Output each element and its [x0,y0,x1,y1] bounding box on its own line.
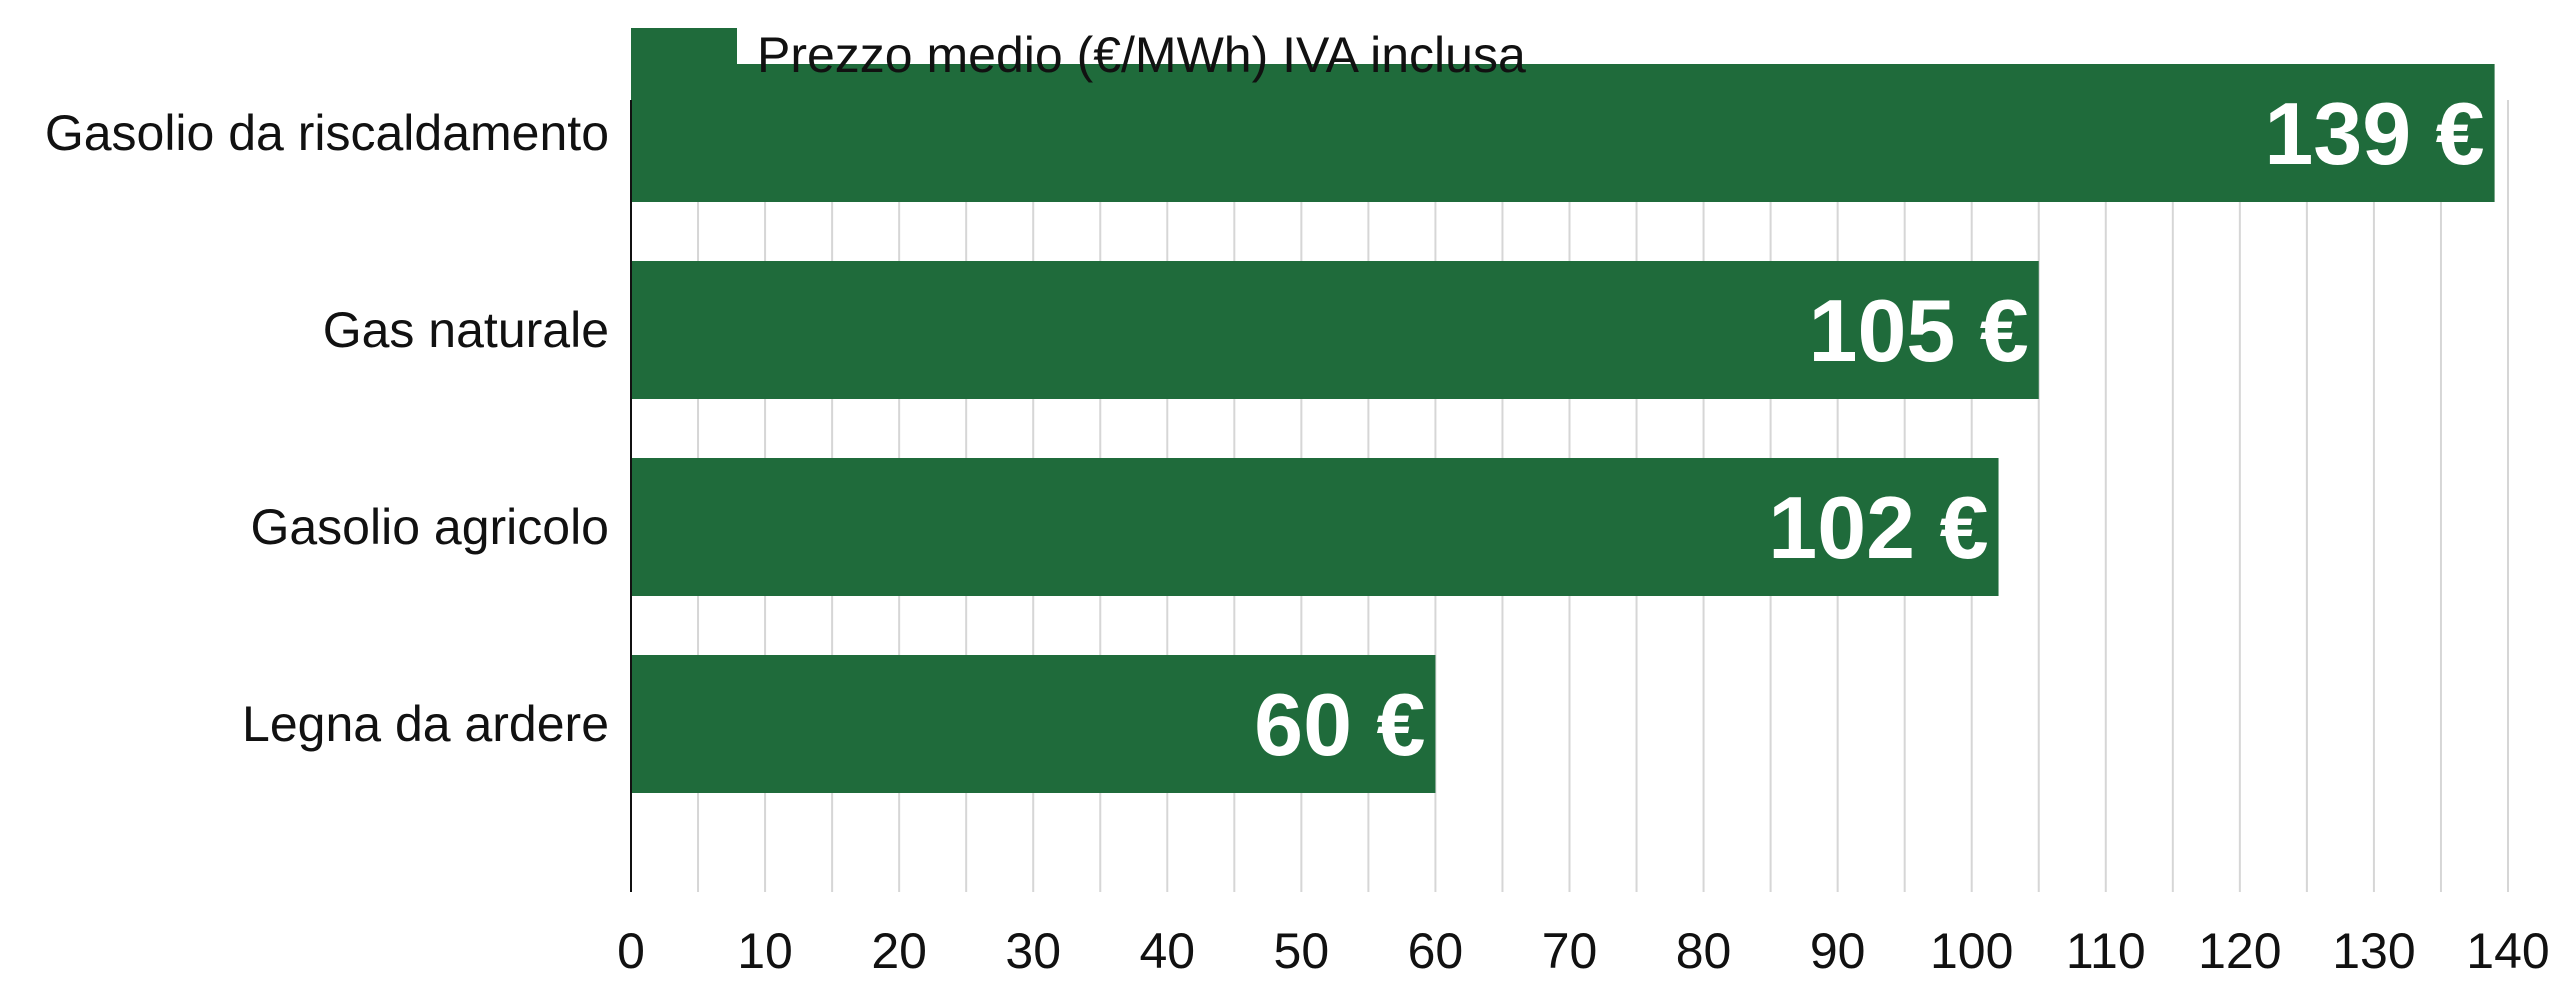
x-tick-label: 70 [1542,923,1598,979]
bar [631,64,2495,202]
axes: Gasolio da riscaldamento Gas naturale Gaso… [45,100,2550,979]
x-tick-label: 140 [2466,923,2549,979]
x-tick-label: 50 [1274,923,1330,979]
bar [631,458,1999,596]
legend: Prezzo medio (€/MWh) IVA inclusa [631,27,1526,83]
category-label: Gasolio agricolo [250,499,609,555]
legend-label: Prezzo medio (€/MWh) IVA inclusa [757,27,1526,83]
data-label: 60 € [1254,675,1425,774]
x-tick-label: 20 [871,923,927,979]
category-label: Gas naturale [323,302,609,358]
x-tick-label: 10 [737,923,793,979]
legend-swatch [631,28,737,80]
x-tick-label: 30 [1005,923,1061,979]
x-tick-label: 120 [2198,923,2281,979]
bars: 139 € 105 € 102 € 60 € [631,64,2495,793]
x-tick-label: 110 [2066,923,2146,979]
x-tick-label: 40 [1139,923,1195,979]
data-label: 139 € [2264,84,2484,183]
x-tick-label: 100 [1930,923,2013,979]
data-label: 102 € [1768,478,1988,577]
category-label: Gasolio da riscaldamento [45,105,609,161]
x-tick-label: 0 [617,923,645,979]
data-label: 105 € [1809,281,2029,380]
x-tick-label: 60 [1408,923,1464,979]
x-tick-label: 130 [2332,923,2415,979]
bar [631,655,1436,793]
category-label: Legna da ardere [242,696,609,752]
x-tick-label: 80 [1676,923,1732,979]
x-tick-label: 90 [1810,923,1866,979]
bar [631,261,2039,399]
